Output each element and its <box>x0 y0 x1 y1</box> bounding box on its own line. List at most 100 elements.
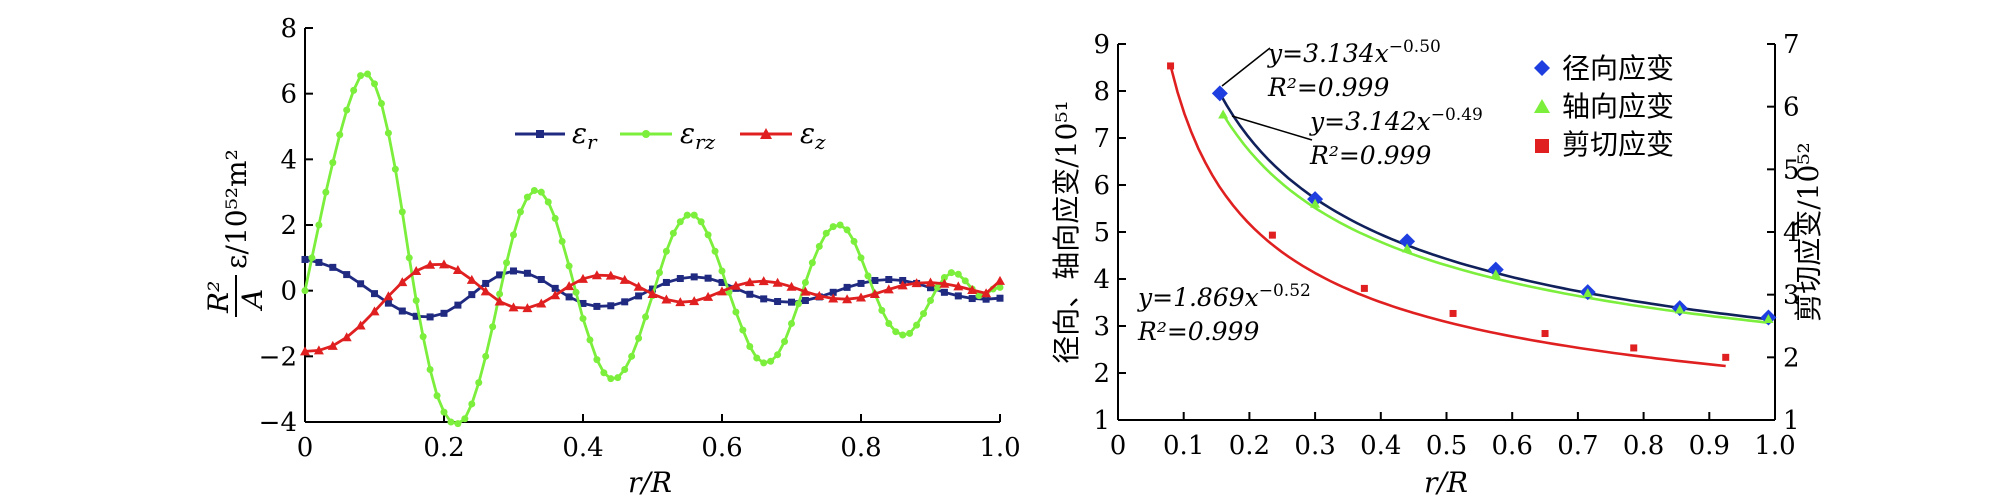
legend-label-axial: 轴向应变 <box>1562 90 1674 123</box>
data-point-r <box>315 258 323 266</box>
data-point-r <box>760 295 768 303</box>
data-point-rz <box>718 267 726 275</box>
x-tick-label: 1.0 <box>1754 431 1795 461</box>
data-point-z <box>605 270 616 280</box>
data-point-z <box>466 274 477 284</box>
data-point-r <box>662 278 670 286</box>
data-point-rz <box>544 198 552 206</box>
left-y-tick-label: 6 <box>1093 171 1110 201</box>
x-tick-label: 0.1 <box>1163 431 1204 461</box>
data-point-r <box>537 276 545 284</box>
data-point-r <box>954 292 962 300</box>
data-point-rz <box>635 334 643 342</box>
data-point-rz <box>412 297 420 305</box>
data-point-rz <box>690 211 698 219</box>
legend-marker-er <box>536 130 544 138</box>
y-tick-label: 4 <box>280 145 297 175</box>
data-point-z <box>300 346 310 356</box>
fit-leader-axial <box>1231 115 1313 141</box>
x-tick-label: 1.0 <box>979 433 1020 463</box>
right-chart-points <box>1167 62 1777 361</box>
data-point-z <box>689 296 700 306</box>
fit-eq-axial: y=3.142x−0.49 <box>1309 105 1483 136</box>
data-point-rz <box>788 320 795 327</box>
data-point <box>1541 330 1549 338</box>
data-point-z <box>911 278 922 288</box>
data-point-rz <box>440 408 448 416</box>
data-point-z <box>578 273 588 283</box>
data-point-z <box>369 306 380 316</box>
x-tick-label: 0.3 <box>1294 431 1335 461</box>
legend-entry-erz: εrz <box>620 117 716 154</box>
y-label-r2: R² <box>202 281 235 314</box>
legend-entry-ez: εz <box>740 117 826 154</box>
data-point-rz <box>565 262 573 270</box>
data-point-r <box>482 279 490 287</box>
data-point-r <box>357 280 365 288</box>
data-point-rz <box>586 336 594 344</box>
data-point-r <box>371 290 378 298</box>
data-point-rz <box>315 221 323 229</box>
data-point-rz <box>329 159 337 167</box>
left-y-tick-label: 2 <box>1093 359 1110 389</box>
x-tick-label: 0.6 <box>1492 431 1533 461</box>
x-tick-label: 0 <box>1110 431 1127 461</box>
left-chart-x-label: r/R <box>628 466 672 499</box>
data-point-r <box>871 276 879 284</box>
data-point-rz <box>864 272 872 280</box>
data-point-rz <box>753 354 761 362</box>
data-point-rz <box>607 375 615 383</box>
data-point-z <box>591 270 602 280</box>
data-point-z <box>397 277 408 287</box>
data-point-rz <box>642 313 650 321</box>
data-point-rz <box>760 359 768 367</box>
y-tick-label: 2 <box>280 211 297 241</box>
data-point-z <box>522 303 533 313</box>
data-point-rz <box>614 374 622 382</box>
x-tick-label: 0.6 <box>701 433 742 463</box>
data-point-r <box>690 273 698 281</box>
fit-r2-shear: R²=0.999 <box>1137 317 1259 346</box>
data-point-rz <box>510 231 517 239</box>
data-point-r <box>857 279 865 287</box>
data-point-rz <box>850 237 858 245</box>
data-point-z <box>633 281 644 291</box>
data-point-rz <box>308 254 316 262</box>
right-chart-right-label: 剪切应变/10⁵² <box>1792 142 1825 322</box>
data-point-r <box>468 291 476 299</box>
data-point-rz <box>398 208 406 216</box>
data-point-r <box>927 284 934 292</box>
data-point-z <box>717 286 727 296</box>
data-point-rz <box>579 315 587 323</box>
data-point-rz <box>482 352 490 360</box>
data-point-z <box>508 302 519 312</box>
data-point-z <box>647 288 658 298</box>
data-point-rz <box>746 342 754 350</box>
fit-eq-shear: y=1.869x−0.52 <box>1137 281 1311 312</box>
y-tick-label: 8 <box>280 14 297 44</box>
legend-marker-shear <box>1535 139 1549 153</box>
data-point-rz <box>961 277 969 285</box>
right-chart-left-ticks: 1 2 3 4 5 6 7 8 9 <box>1093 30 1126 436</box>
right-y-tick-label: 2 <box>1783 343 1800 373</box>
left-chart-series <box>300 70 1005 428</box>
data-point-rz <box>774 351 782 359</box>
data-point-z <box>814 290 825 300</box>
data-point-rz <box>808 259 816 267</box>
data-point-r <box>454 301 462 309</box>
data-point-z <box>661 294 672 304</box>
left-y-tick-label: 4 <box>1093 265 1110 295</box>
data-point-rz <box>447 418 455 426</box>
data-point-rz <box>357 72 365 80</box>
data-point-rz <box>468 400 476 408</box>
data-point-z <box>744 277 755 287</box>
left-y-tick-label: 5 <box>1093 218 1110 248</box>
data-point <box>1310 198 1321 208</box>
data-point-r <box>579 299 587 307</box>
data-point-rz <box>927 297 934 305</box>
data-point-rz <box>489 323 497 331</box>
fit-r2-radial: R²=0.999 <box>1267 73 1389 102</box>
data-point-z <box>341 332 352 342</box>
fit-leader-radial <box>1221 47 1271 87</box>
data-point-z <box>842 294 853 304</box>
